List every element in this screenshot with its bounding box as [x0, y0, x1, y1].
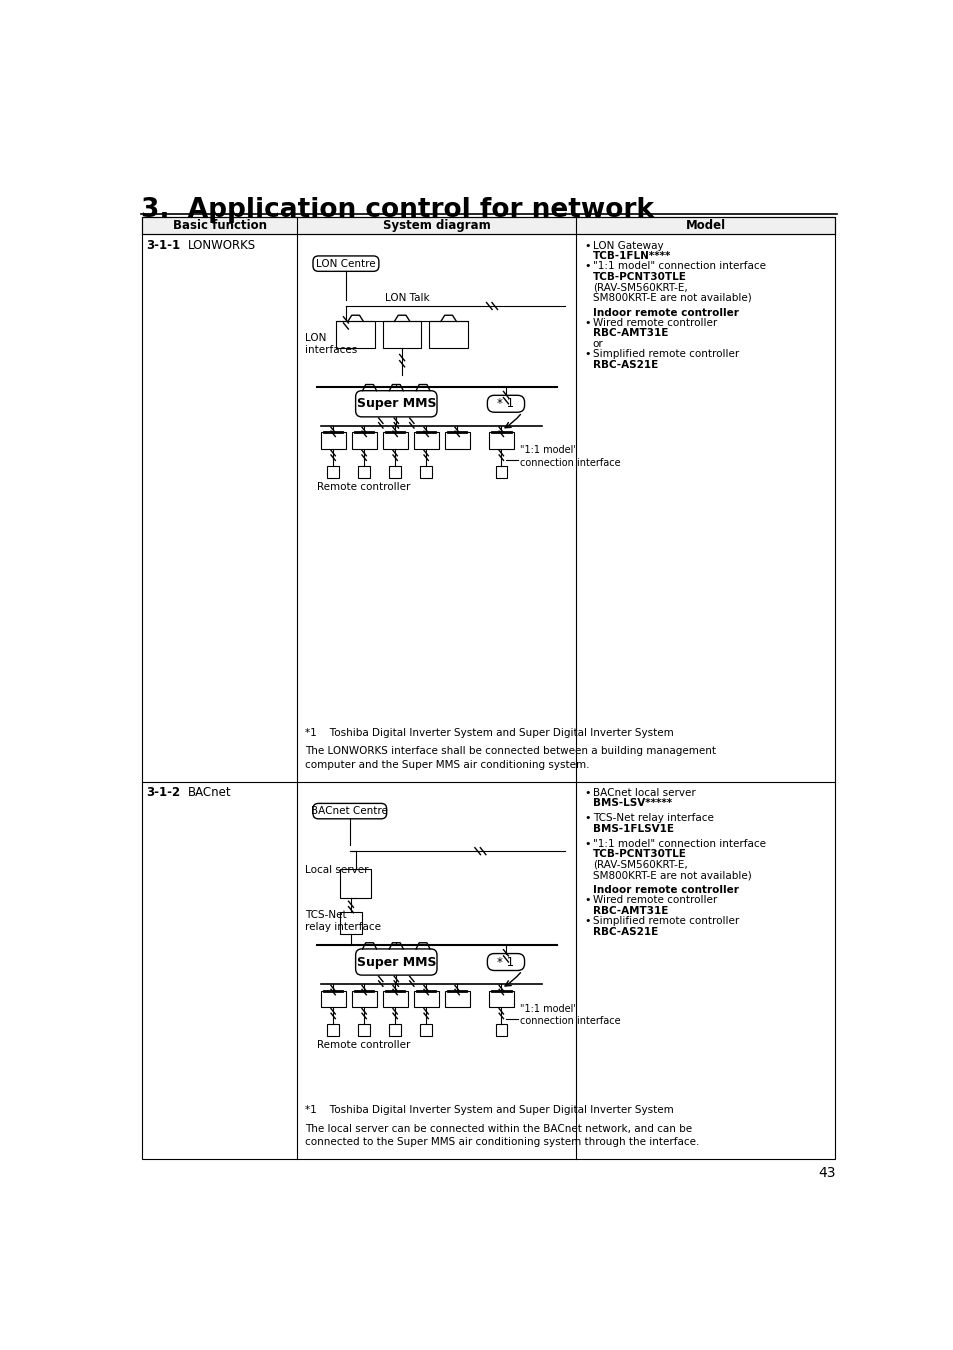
- FancyBboxPatch shape: [355, 390, 436, 417]
- Bar: [382, 432, 407, 450]
- Bar: [352, 432, 376, 450]
- Text: Super MMS: Super MMS: [356, 956, 436, 968]
- Text: "1:1 model"
connection interface: "1:1 model" connection interface: [519, 446, 619, 467]
- Bar: [414, 432, 438, 450]
- Text: 3-1-1: 3-1-1: [146, 239, 180, 252]
- Bar: [335, 321, 375, 348]
- Bar: [488, 991, 513, 1007]
- Bar: [340, 913, 361, 934]
- Bar: [444, 432, 469, 450]
- Text: The local server can be connected within the BACnet network, and can be
connecte: The local server can be connected within…: [305, 1123, 699, 1148]
- Text: •: •: [583, 917, 590, 926]
- Bar: [414, 991, 438, 1007]
- Text: BACnet: BACnet: [187, 787, 231, 799]
- Text: Simplified remote controller: Simplified remote controller: [592, 350, 739, 359]
- Bar: [320, 991, 345, 1007]
- Text: RBC-AMT31E: RBC-AMT31E: [592, 906, 667, 915]
- Text: Model: Model: [685, 220, 725, 232]
- Text: "1:1 model" connection interface: "1:1 model" connection interface: [592, 838, 765, 849]
- Text: The LONWORKS interface shall be connected between a building management
computer: The LONWORKS interface shall be connecte…: [305, 747, 716, 769]
- Text: * 1: * 1: [497, 956, 514, 968]
- Text: •: •: [583, 262, 590, 271]
- Bar: [327, 466, 338, 478]
- Bar: [382, 991, 407, 1007]
- Text: Indoor remote controller: Indoor remote controller: [592, 308, 738, 317]
- FancyBboxPatch shape: [313, 256, 378, 271]
- Text: System diagram: System diagram: [383, 220, 491, 232]
- Bar: [327, 1025, 338, 1035]
- Bar: [340, 869, 371, 898]
- Text: Local server: Local server: [305, 865, 369, 875]
- Bar: [488, 432, 513, 450]
- Bar: [389, 1025, 400, 1035]
- Text: Remote controller: Remote controller: [317, 482, 411, 491]
- Text: BMS-LSV*****: BMS-LSV*****: [592, 798, 671, 809]
- Text: Indoor remote controller: Indoor remote controller: [592, 886, 738, 895]
- Bar: [358, 1025, 370, 1035]
- Text: (RAV-SM560KRT-E,: (RAV-SM560KRT-E,: [592, 860, 687, 869]
- Text: BACnet Centre: BACnet Centre: [311, 806, 388, 817]
- Bar: [495, 466, 507, 478]
- Text: Remote controller: Remote controller: [317, 1040, 411, 1050]
- Text: * 1: * 1: [497, 397, 514, 410]
- Bar: [389, 466, 400, 478]
- Text: SM800KRT-E are not available): SM800KRT-E are not available): [592, 869, 751, 880]
- Text: •: •: [583, 350, 590, 359]
- Bar: [320, 432, 345, 450]
- Text: TCB-PCNT30TLE: TCB-PCNT30TLE: [592, 849, 686, 859]
- Bar: [352, 991, 376, 1007]
- Text: •: •: [583, 240, 590, 251]
- FancyBboxPatch shape: [487, 396, 524, 412]
- Text: Basic function: Basic function: [172, 220, 267, 232]
- Text: or: or: [592, 339, 603, 348]
- Text: Super MMS: Super MMS: [356, 397, 436, 410]
- Text: •: •: [583, 838, 590, 849]
- Text: LON Centre: LON Centre: [315, 259, 375, 269]
- Bar: [495, 1025, 507, 1035]
- Text: RBC-AS21E: RBC-AS21E: [592, 359, 658, 370]
- Text: *1    Toshiba Digital Inverter System and Super Digital Inverter System: *1 Toshiba Digital Inverter System and S…: [305, 1106, 673, 1115]
- Text: •: •: [583, 788, 590, 798]
- Text: TCS-Net
relay interface: TCS-Net relay interface: [305, 910, 381, 932]
- Text: BACnet local server: BACnet local server: [592, 788, 695, 798]
- Text: TCB-1FLN****: TCB-1FLN****: [592, 251, 671, 261]
- Text: "1:1 model" connection interface: "1:1 model" connection interface: [592, 262, 765, 271]
- FancyBboxPatch shape: [355, 949, 436, 975]
- Text: 3.  Application control for network: 3. Application control for network: [141, 197, 653, 223]
- Bar: [420, 466, 432, 478]
- Text: "1:1 model"
connection interface: "1:1 model" connection interface: [519, 1003, 619, 1026]
- Text: LON Gateway: LON Gateway: [592, 240, 662, 251]
- Bar: [420, 1025, 432, 1035]
- Text: LON
interfaces: LON interfaces: [305, 333, 357, 355]
- Bar: [382, 321, 421, 348]
- Bar: [429, 321, 468, 348]
- Text: 3-1-2: 3-1-2: [146, 787, 180, 799]
- Text: Wired remote controller: Wired remote controller: [592, 895, 717, 906]
- Text: •: •: [583, 814, 590, 824]
- FancyBboxPatch shape: [487, 953, 524, 971]
- Text: LON Talk: LON Talk: [384, 293, 429, 302]
- Bar: [358, 466, 370, 478]
- Text: SM800KRT-E are not available): SM800KRT-E are not available): [592, 293, 751, 302]
- Text: Wired remote controller: Wired remote controller: [592, 319, 717, 328]
- Bar: [142, 217, 835, 235]
- Bar: [444, 991, 469, 1007]
- Text: TCS-Net relay interface: TCS-Net relay interface: [592, 814, 713, 824]
- Text: RBC-AMT31E: RBC-AMT31E: [592, 328, 667, 339]
- Text: LONWORKS: LONWORKS: [187, 239, 255, 252]
- Text: (RAV-SM560KRT-E,: (RAV-SM560KRT-E,: [592, 282, 687, 292]
- FancyBboxPatch shape: [313, 803, 386, 819]
- Text: RBC-AS21E: RBC-AS21E: [592, 926, 658, 937]
- Text: *1    Toshiba Digital Inverter System and Super Digital Inverter System: *1 Toshiba Digital Inverter System and S…: [305, 728, 673, 738]
- Text: BMS-1FLSV1E: BMS-1FLSV1E: [592, 824, 673, 834]
- Text: Simplified remote controller: Simplified remote controller: [592, 917, 739, 926]
- Text: TCB-PCNT30TLE: TCB-PCNT30TLE: [592, 271, 686, 282]
- Text: 43: 43: [817, 1166, 835, 1180]
- Text: •: •: [583, 895, 590, 906]
- Text: •: •: [583, 319, 590, 328]
